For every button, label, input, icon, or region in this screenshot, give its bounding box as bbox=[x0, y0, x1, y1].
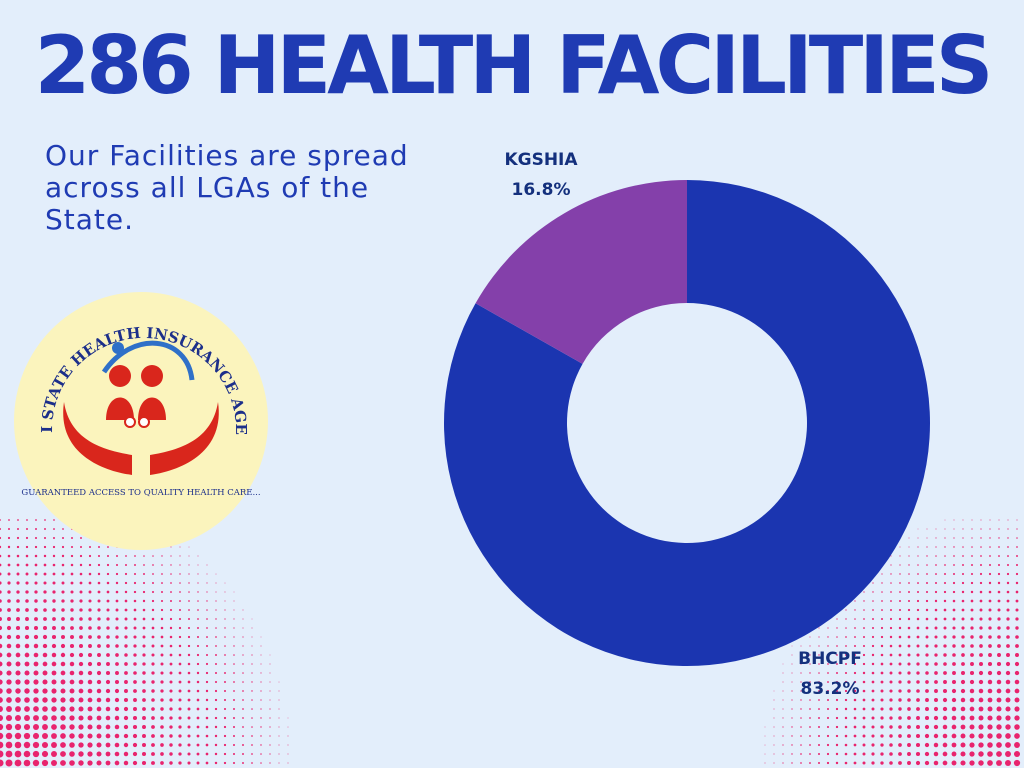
slice-kgshia bbox=[475, 180, 687, 364]
label-kgshia-percent: 16.8% bbox=[512, 180, 571, 200]
label-kgshia-name: KGSHIA bbox=[504, 150, 578, 170]
label-bhcpf-percent: 83.2% bbox=[801, 679, 860, 699]
slice-bhcpf bbox=[443, 180, 930, 666]
page-title: 286 HEALTH FACILITIES bbox=[34, 19, 994, 112]
label-bhcpf-name: BHCPF bbox=[798, 649, 862, 669]
subtitle: Our Facilities are spread across all LGA… bbox=[45, 139, 409, 236]
logo-motto: GUARANTEED ACCESS TO QUALITY HEALTH CARE… bbox=[21, 488, 260, 498]
agency-logo: KOGI STATE HEALTH INSURANCE AGENCY GUARA… bbox=[12, 290, 268, 550]
